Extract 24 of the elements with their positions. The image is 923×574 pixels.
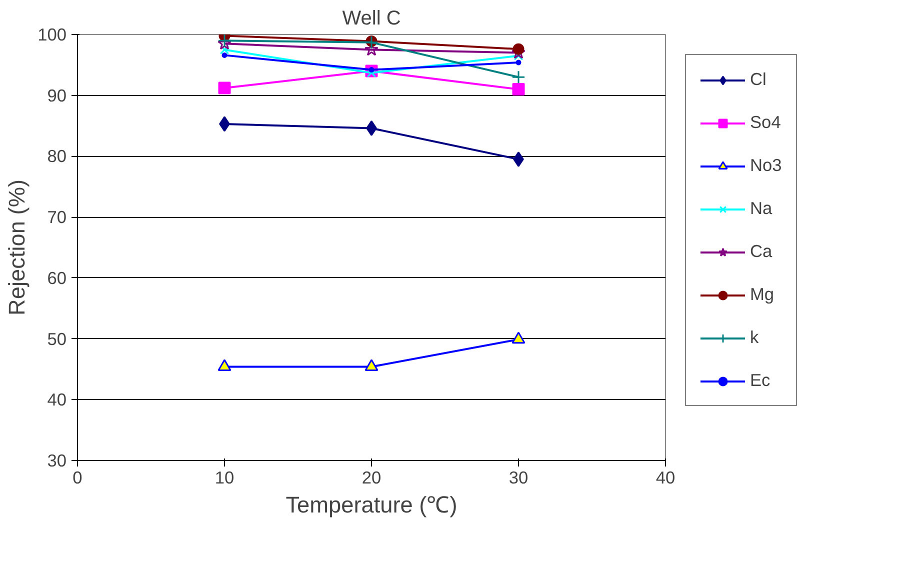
y-tick-label: 30: [47, 450, 67, 470]
legend-label: k: [750, 327, 760, 348]
legend-label: Ec: [750, 370, 770, 391]
legend-label: No3: [750, 155, 782, 176]
y-tick-label: 80: [47, 146, 67, 166]
x-tick-label: 0: [72, 468, 82, 488]
legend-label: Ca: [750, 241, 772, 262]
y-tick-label: 40: [47, 390, 67, 410]
y-tick-label: 70: [47, 207, 67, 228]
x-tick-label: 10: [214, 468, 234, 488]
x-tick-label: 20: [362, 468, 382, 488]
x-axis-title: Temperature (℃): [286, 492, 458, 518]
legend-label: So4: [750, 112, 781, 133]
y-tick-label: 50: [47, 328, 67, 349]
chart-title: Well C: [342, 8, 401, 30]
legend-label: Mg: [750, 284, 774, 305]
y-tick-label: 90: [47, 85, 67, 106]
y-axis-title: Rejection (%): [4, 180, 30, 316]
legend-label: Na: [750, 198, 772, 219]
y-tick-label: 60: [47, 268, 67, 288]
x-tick-label: 40: [656, 468, 676, 488]
y-tick-label: 100: [38, 24, 67, 44]
legend-label: Cl: [750, 69, 768, 90]
x-tick-label: 30: [508, 468, 528, 488]
